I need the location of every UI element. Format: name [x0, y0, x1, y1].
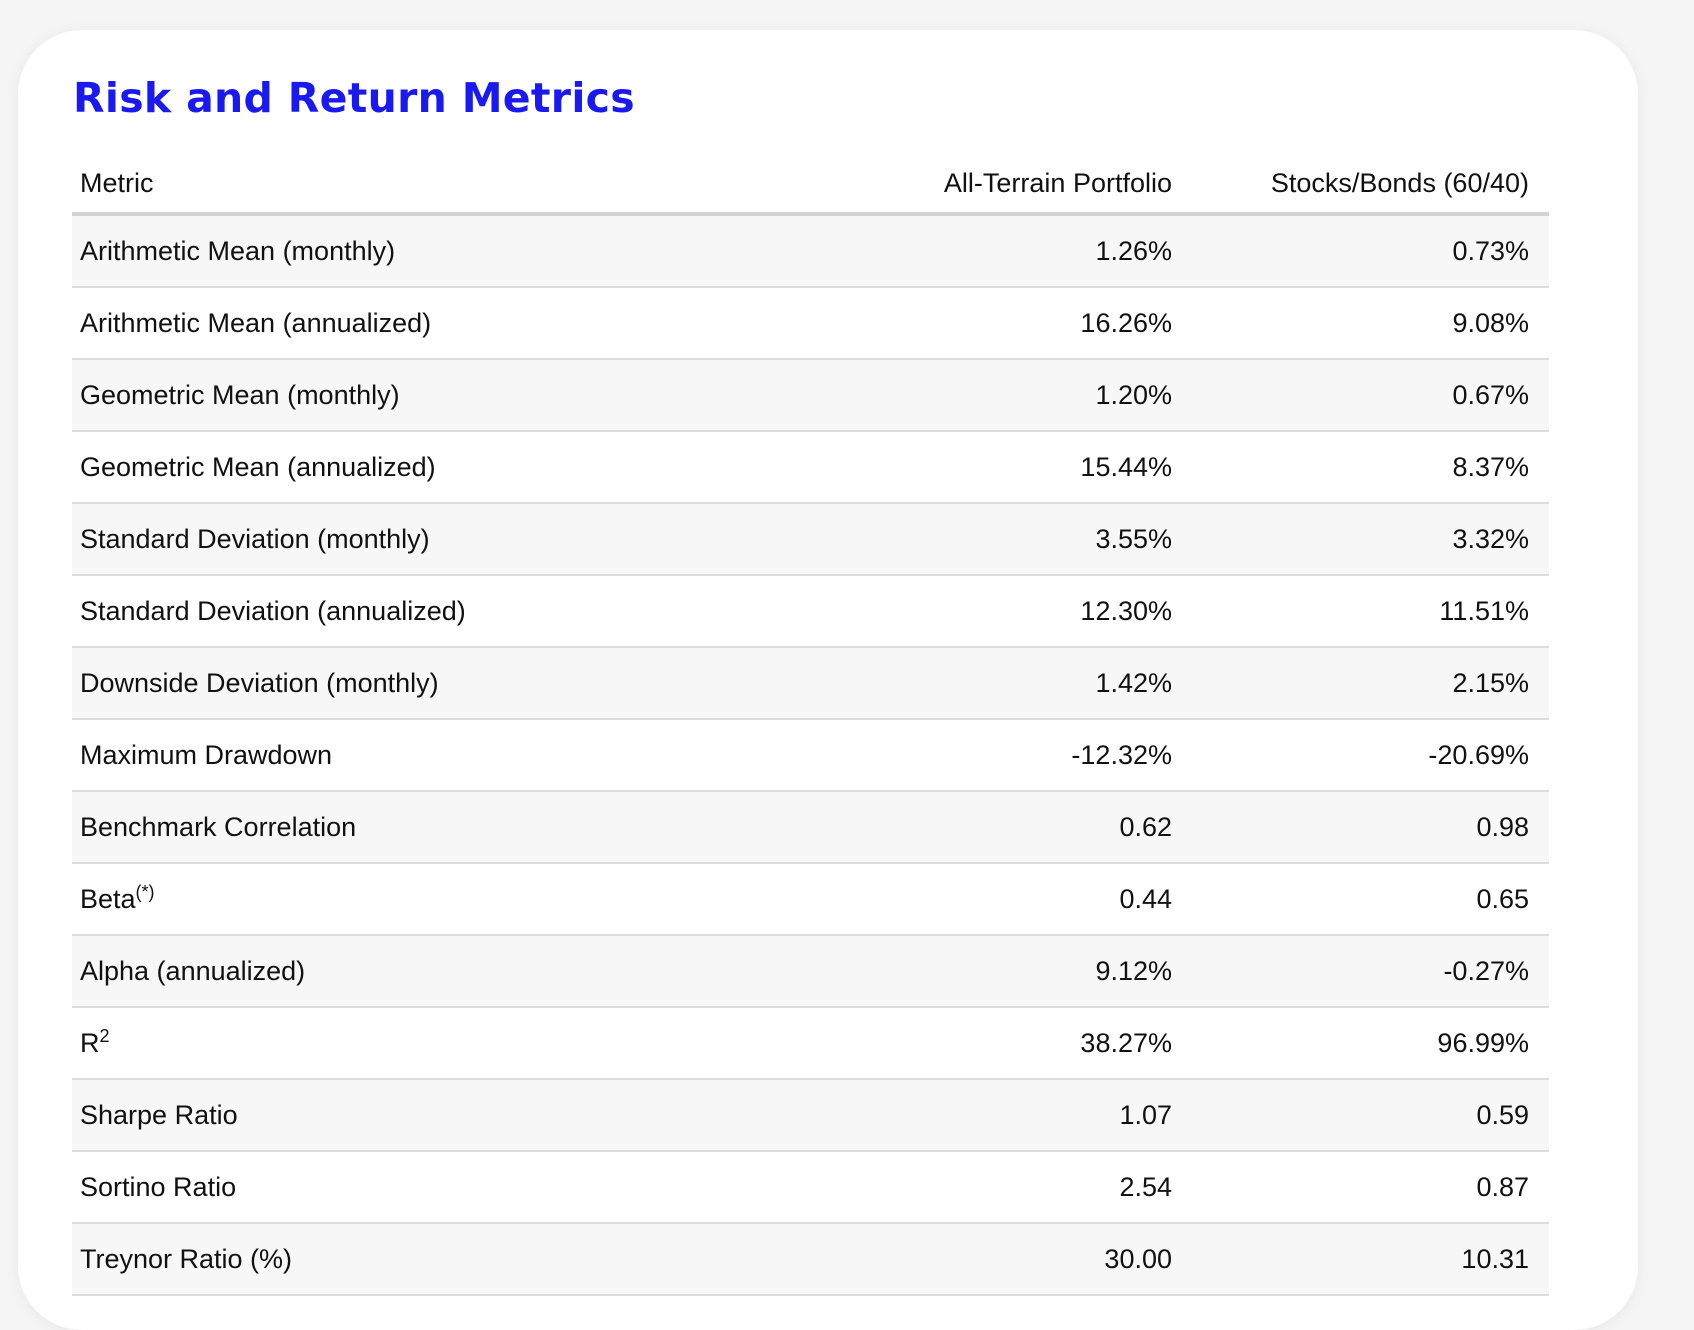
metric-name: Geometric Mean (annualized)	[72, 431, 752, 504]
all-terrain-value: 38.27%	[752, 1007, 1192, 1080]
stocks-bonds-value: 0.98	[1192, 791, 1549, 864]
table-row: R2 38.27% 96.99%	[72, 1007, 1549, 1080]
metric-name: Benchmark Correlation	[72, 791, 752, 864]
header-stocks-bonds: Stocks/Bonds (60/40)	[1192, 154, 1549, 216]
stocks-bonds-value: 0.87	[1192, 1151, 1549, 1224]
page-title: Risk and Return Metrics	[73, 74, 635, 122]
header-metric: Metric	[72, 154, 752, 216]
metric-name: Sharpe Ratio	[72, 1079, 752, 1152]
stocks-bonds-value: -0.27%	[1192, 935, 1549, 1008]
stocks-bonds-value: 3.32%	[1192, 503, 1549, 576]
metric-label: Downside Deviation (monthly)	[80, 667, 439, 698]
metric-name: Maximum Drawdown	[72, 719, 752, 792]
metric-name: Beta(*)	[72, 863, 752, 936]
table-row: Alpha (annualized) 9.12% -0.27%	[72, 935, 1549, 1008]
stocks-bonds-value: 8.37%	[1192, 431, 1549, 504]
table-row: Geometric Mean (annualized) 15.44% 8.37%	[72, 431, 1549, 504]
table-row: Sharpe Ratio 1.07 0.59	[72, 1079, 1549, 1152]
stocks-bonds-value: 11.51%	[1192, 575, 1549, 648]
metric-name: Alpha (annualized)	[72, 935, 752, 1008]
header-all-terrain-portfolio: All-Terrain Portfolio	[752, 154, 1192, 216]
metric-label: Alpha (annualized)	[80, 955, 306, 986]
metric-name: Standard Deviation (monthly)	[72, 503, 752, 576]
table-row: Maximum Drawdown -12.32% -20.69%	[72, 719, 1549, 792]
metric-name: Arithmetic Mean (monthly)	[72, 214, 752, 288]
metric-label: Maximum Drawdown	[80, 739, 333, 770]
metrics-table: Metric All-Terrain Portfolio Stocks/Bond…	[72, 154, 1549, 1296]
stocks-bonds-value: 0.59	[1192, 1079, 1549, 1152]
table-header-row: Metric All-Terrain Portfolio Stocks/Bond…	[72, 154, 1549, 216]
metric-name: Arithmetic Mean (annualized)	[72, 287, 752, 360]
all-terrain-value: 2.54	[752, 1151, 1192, 1224]
metric-name: Geometric Mean (monthly)	[72, 359, 752, 432]
table-row: Geometric Mean (monthly) 1.20% 0.67%	[72, 359, 1549, 432]
table-row: Treynor Ratio (%) 30.00 10.31	[72, 1223, 1549, 1296]
all-terrain-value: -12.32%	[752, 719, 1192, 792]
metric-label: Standard Deviation (monthly)	[80, 523, 430, 554]
table-row: Sortino Ratio 2.54 0.87	[72, 1151, 1549, 1224]
metric-name: Downside Deviation (monthly)	[72, 647, 752, 720]
metric-label: Benchmark Correlation	[80, 811, 357, 842]
metric-label: Arithmetic Mean (annualized)	[80, 307, 432, 338]
metric-label: R	[80, 1027, 100, 1058]
stocks-bonds-value: -20.69%	[1192, 719, 1549, 792]
all-terrain-value: 3.55%	[752, 503, 1192, 576]
stocks-bonds-value: 0.67%	[1192, 359, 1549, 432]
table-body: Arithmetic Mean (monthly) 1.26% 0.73% Ar…	[72, 214, 1549, 1296]
metric-label: Sharpe Ratio	[80, 1099, 238, 1130]
all-terrain-value: 0.62	[752, 791, 1192, 864]
all-terrain-value: 30.00	[752, 1223, 1192, 1296]
all-terrain-value: 0.44	[752, 863, 1192, 936]
stocks-bonds-value: 10.31	[1192, 1223, 1549, 1296]
stocks-bonds-value: 9.08%	[1192, 287, 1549, 360]
all-terrain-value: 12.30%	[752, 575, 1192, 648]
all-terrain-value: 1.20%	[752, 359, 1192, 432]
metric-label: Geometric Mean (annualized)	[80, 451, 436, 482]
metric-label: Beta	[80, 883, 136, 914]
metric-name: R2	[72, 1007, 752, 1080]
table-row: Arithmetic Mean (annualized) 16.26% 9.08…	[72, 287, 1549, 360]
metric-superscript: 2	[99, 1025, 110, 1046]
table-row: Beta(*) 0.44 0.65	[72, 863, 1549, 936]
metric-name: Treynor Ratio (%)	[72, 1223, 752, 1296]
metric-label: Geometric Mean (monthly)	[80, 379, 400, 410]
stocks-bonds-value: 0.65	[1192, 863, 1549, 936]
metric-name: Standard Deviation (annualized)	[72, 575, 752, 648]
table-row: Downside Deviation (monthly) 1.42% 2.15%	[72, 647, 1549, 720]
metric-label: Arithmetic Mean (monthly)	[80, 235, 396, 266]
all-terrain-value: 1.26%	[752, 214, 1192, 288]
table-row: Arithmetic Mean (monthly) 1.26% 0.73%	[72, 214, 1549, 288]
metric-label: Sortino Ratio	[80, 1171, 237, 1202]
metric-label: Treynor Ratio (%)	[80, 1243, 293, 1274]
metric-label: Standard Deviation (annualized)	[80, 595, 466, 626]
table-row: Benchmark Correlation 0.62 0.98	[72, 791, 1549, 864]
stocks-bonds-value: 2.15%	[1192, 647, 1549, 720]
all-terrain-value: 16.26%	[752, 287, 1192, 360]
table-row: Standard Deviation (monthly) 3.55% 3.32%	[72, 503, 1549, 576]
metric-name: Sortino Ratio	[72, 1151, 752, 1224]
all-terrain-value: 15.44%	[752, 431, 1192, 504]
all-terrain-value: 1.42%	[752, 647, 1192, 720]
all-terrain-value: 9.12%	[752, 935, 1192, 1008]
all-terrain-value: 1.07	[752, 1079, 1192, 1152]
stocks-bonds-value: 0.73%	[1192, 214, 1549, 288]
table-row: Standard Deviation (annualized) 12.30% 1…	[72, 575, 1549, 648]
metric-superscript: (*)	[135, 881, 155, 902]
stocks-bonds-value: 96.99%	[1192, 1007, 1549, 1080]
